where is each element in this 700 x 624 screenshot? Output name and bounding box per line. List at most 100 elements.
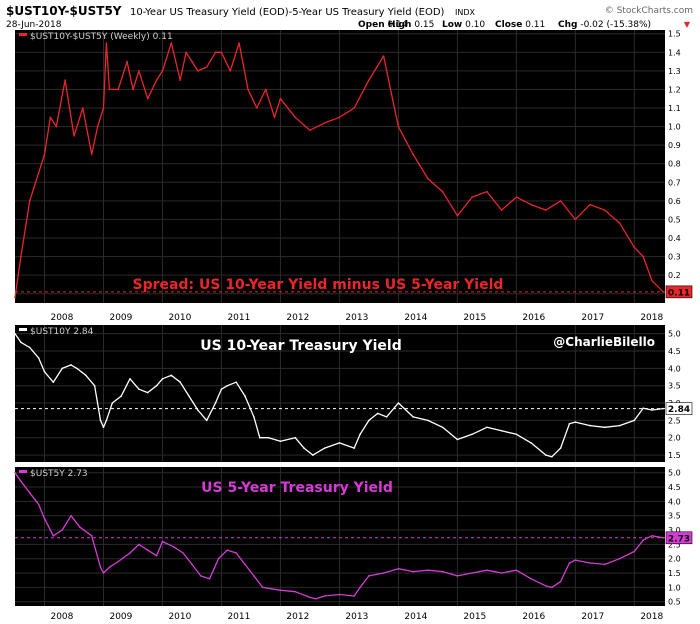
- ust5y-data-point: [551, 586, 553, 589]
- ust5y-data-point: [309, 596, 311, 599]
- spread-data-point: [43, 153, 46, 156]
- ust10y-data-point: [633, 419, 636, 422]
- spread-x-tick-label: 2012: [286, 313, 309, 323]
- ust5y-data-point: [662, 537, 664, 539]
- ust5y-data-point: [530, 578, 532, 580]
- ust10y-y-tick-label: 5.0: [668, 330, 681, 339]
- header-date: 28-Jun-2018: [6, 20, 62, 30]
- ust5y-data-point: [20, 480, 22, 483]
- spread-data-point: [264, 88, 267, 91]
- ust10y-y-tick-label: 3.5: [668, 382, 681, 391]
- ohlc-label: Close: [495, 20, 522, 30]
- ust10y-data-point: [244, 395, 246, 397]
- ohlc-value: 0.10: [462, 20, 485, 30]
- spread-data-point: [618, 222, 621, 224]
- spread-data-point: [229, 70, 232, 72]
- spread-x-tick-label: 2008: [50, 313, 73, 323]
- ust10y-data-point: [589, 424, 591, 427]
- ust5y-data-point: [471, 572, 473, 574]
- chart-header: $UST10Y-$UST5Y 10-Year US Treasury Yield…: [6, 4, 693, 30]
- ust10y-data-point: [146, 391, 149, 394]
- spread-plot-area: [15, 30, 665, 303]
- ust10y-data-point: [76, 367, 78, 370]
- ust5y-data-point: [99, 566, 102, 569]
- ust5y-x-tick-label: 2011: [227, 612, 250, 622]
- ust5y-data-point: [604, 563, 606, 566]
- spread-data-point: [161, 70, 164, 72]
- ust5y-data-point: [441, 570, 444, 573]
- ust10y-data-point: [43, 371, 46, 373]
- ust5y-data-point: [90, 535, 93, 537]
- spread-data-point: [515, 196, 518, 198]
- spread-y-tick-label: 0.3: [668, 253, 681, 262]
- ohlc-item: High 0.15: [388, 20, 434, 30]
- spread-data-point: [247, 88, 249, 91]
- ust10y-data-point: [412, 416, 414, 418]
- spread-y-tick-label: 0.2: [668, 271, 681, 280]
- ust5y-data-point: [52, 535, 55, 537]
- spread-data-point: [486, 190, 488, 193]
- ust5y-data-point: [559, 580, 562, 583]
- header-exchange: INDX: [455, 8, 476, 17]
- spread-data-point: [138, 70, 140, 72]
- ust5y-x-tick-label: 2015: [463, 612, 486, 622]
- ust5y-legend-swatch: [19, 470, 27, 473]
- spread-data-point: [179, 79, 181, 81]
- ust10y-data-point: [618, 424, 621, 427]
- ust5y-data-point: [368, 575, 370, 577]
- spread-data-point: [73, 135, 75, 137]
- ust10y-plot-area: [15, 325, 665, 462]
- ust5y-data-point: [61, 529, 63, 531]
- spread-data-point: [662, 291, 664, 293]
- ust5y-y-tick-label: 3.0: [668, 526, 681, 535]
- spread-data-point: [382, 55, 385, 57]
- ohlc-label: Open: [358, 20, 385, 30]
- ust10y-data-point: [471, 433, 473, 436]
- ohlc-label: High: [388, 20, 411, 30]
- spread-y-tick-label: 0.4: [668, 234, 681, 243]
- spread-last-value-label: 0.11: [668, 288, 690, 298]
- spread-data-point: [214, 51, 217, 54]
- spread-data-point: [441, 190, 444, 193]
- ust10y-data-point: [294, 436, 297, 439]
- ust5y-data-point: [208, 578, 211, 580]
- ust10y-data-point: [85, 374, 87, 377]
- ust5y-data-point: [589, 562, 591, 564]
- ust10y-panel-title: US 10-Year Treasury Yield: [200, 338, 401, 354]
- ust10y-data-point: [486, 426, 488, 429]
- ust10y-data-point: [500, 430, 503, 432]
- ust10y-data-point: [267, 436, 270, 439]
- ust5y-data-point: [200, 575, 202, 577]
- ust5y-y-tick-label: 3.5: [668, 512, 681, 521]
- ust5y-data-point: [191, 563, 193, 566]
- ust5y-data-point: [382, 572, 385, 574]
- spread-data-point: [126, 60, 128, 63]
- ust5y-data-point: [486, 569, 488, 571]
- ust10y-data-point: [545, 454, 547, 456]
- ust10y-data-point: [111, 402, 114, 404]
- spread-x-tick-label: 2015: [463, 313, 486, 323]
- ust5y-last-value-badge: [665, 531, 693, 545]
- spread-x-tick-label: 2016: [522, 313, 545, 323]
- ohlc-value: -0.02 (-15.38%): [577, 20, 651, 30]
- spread-data-point: [105, 42, 108, 44]
- ust5y-data-point: [226, 549, 229, 551]
- ust10y-data-point: [427, 419, 429, 422]
- ust10y-data-point: [93, 384, 96, 387]
- spread-data-point: [545, 209, 547, 211]
- spread-x-tick-label: 2014: [404, 313, 427, 323]
- spread-data-point: [55, 125, 58, 128]
- spread-data-point: [205, 66, 208, 68]
- ust5y-data-point: [79, 526, 81, 528]
- ust10y-data-point: [102, 426, 105, 429]
- ust5y-data-point: [427, 569, 429, 571]
- ust10y-data-point: [99, 419, 102, 422]
- spread-x-tick-label: 2018: [640, 313, 663, 323]
- spread-data-point: [90, 153, 93, 156]
- ust5y-data-point: [108, 566, 111, 569]
- ust10y-data-point: [28, 346, 31, 349]
- spread-data-point: [412, 153, 414, 156]
- spread-data-point: [338, 116, 341, 119]
- spread-x-tick-label: 2013: [345, 313, 368, 323]
- ust5y-data-point: [261, 586, 264, 589]
